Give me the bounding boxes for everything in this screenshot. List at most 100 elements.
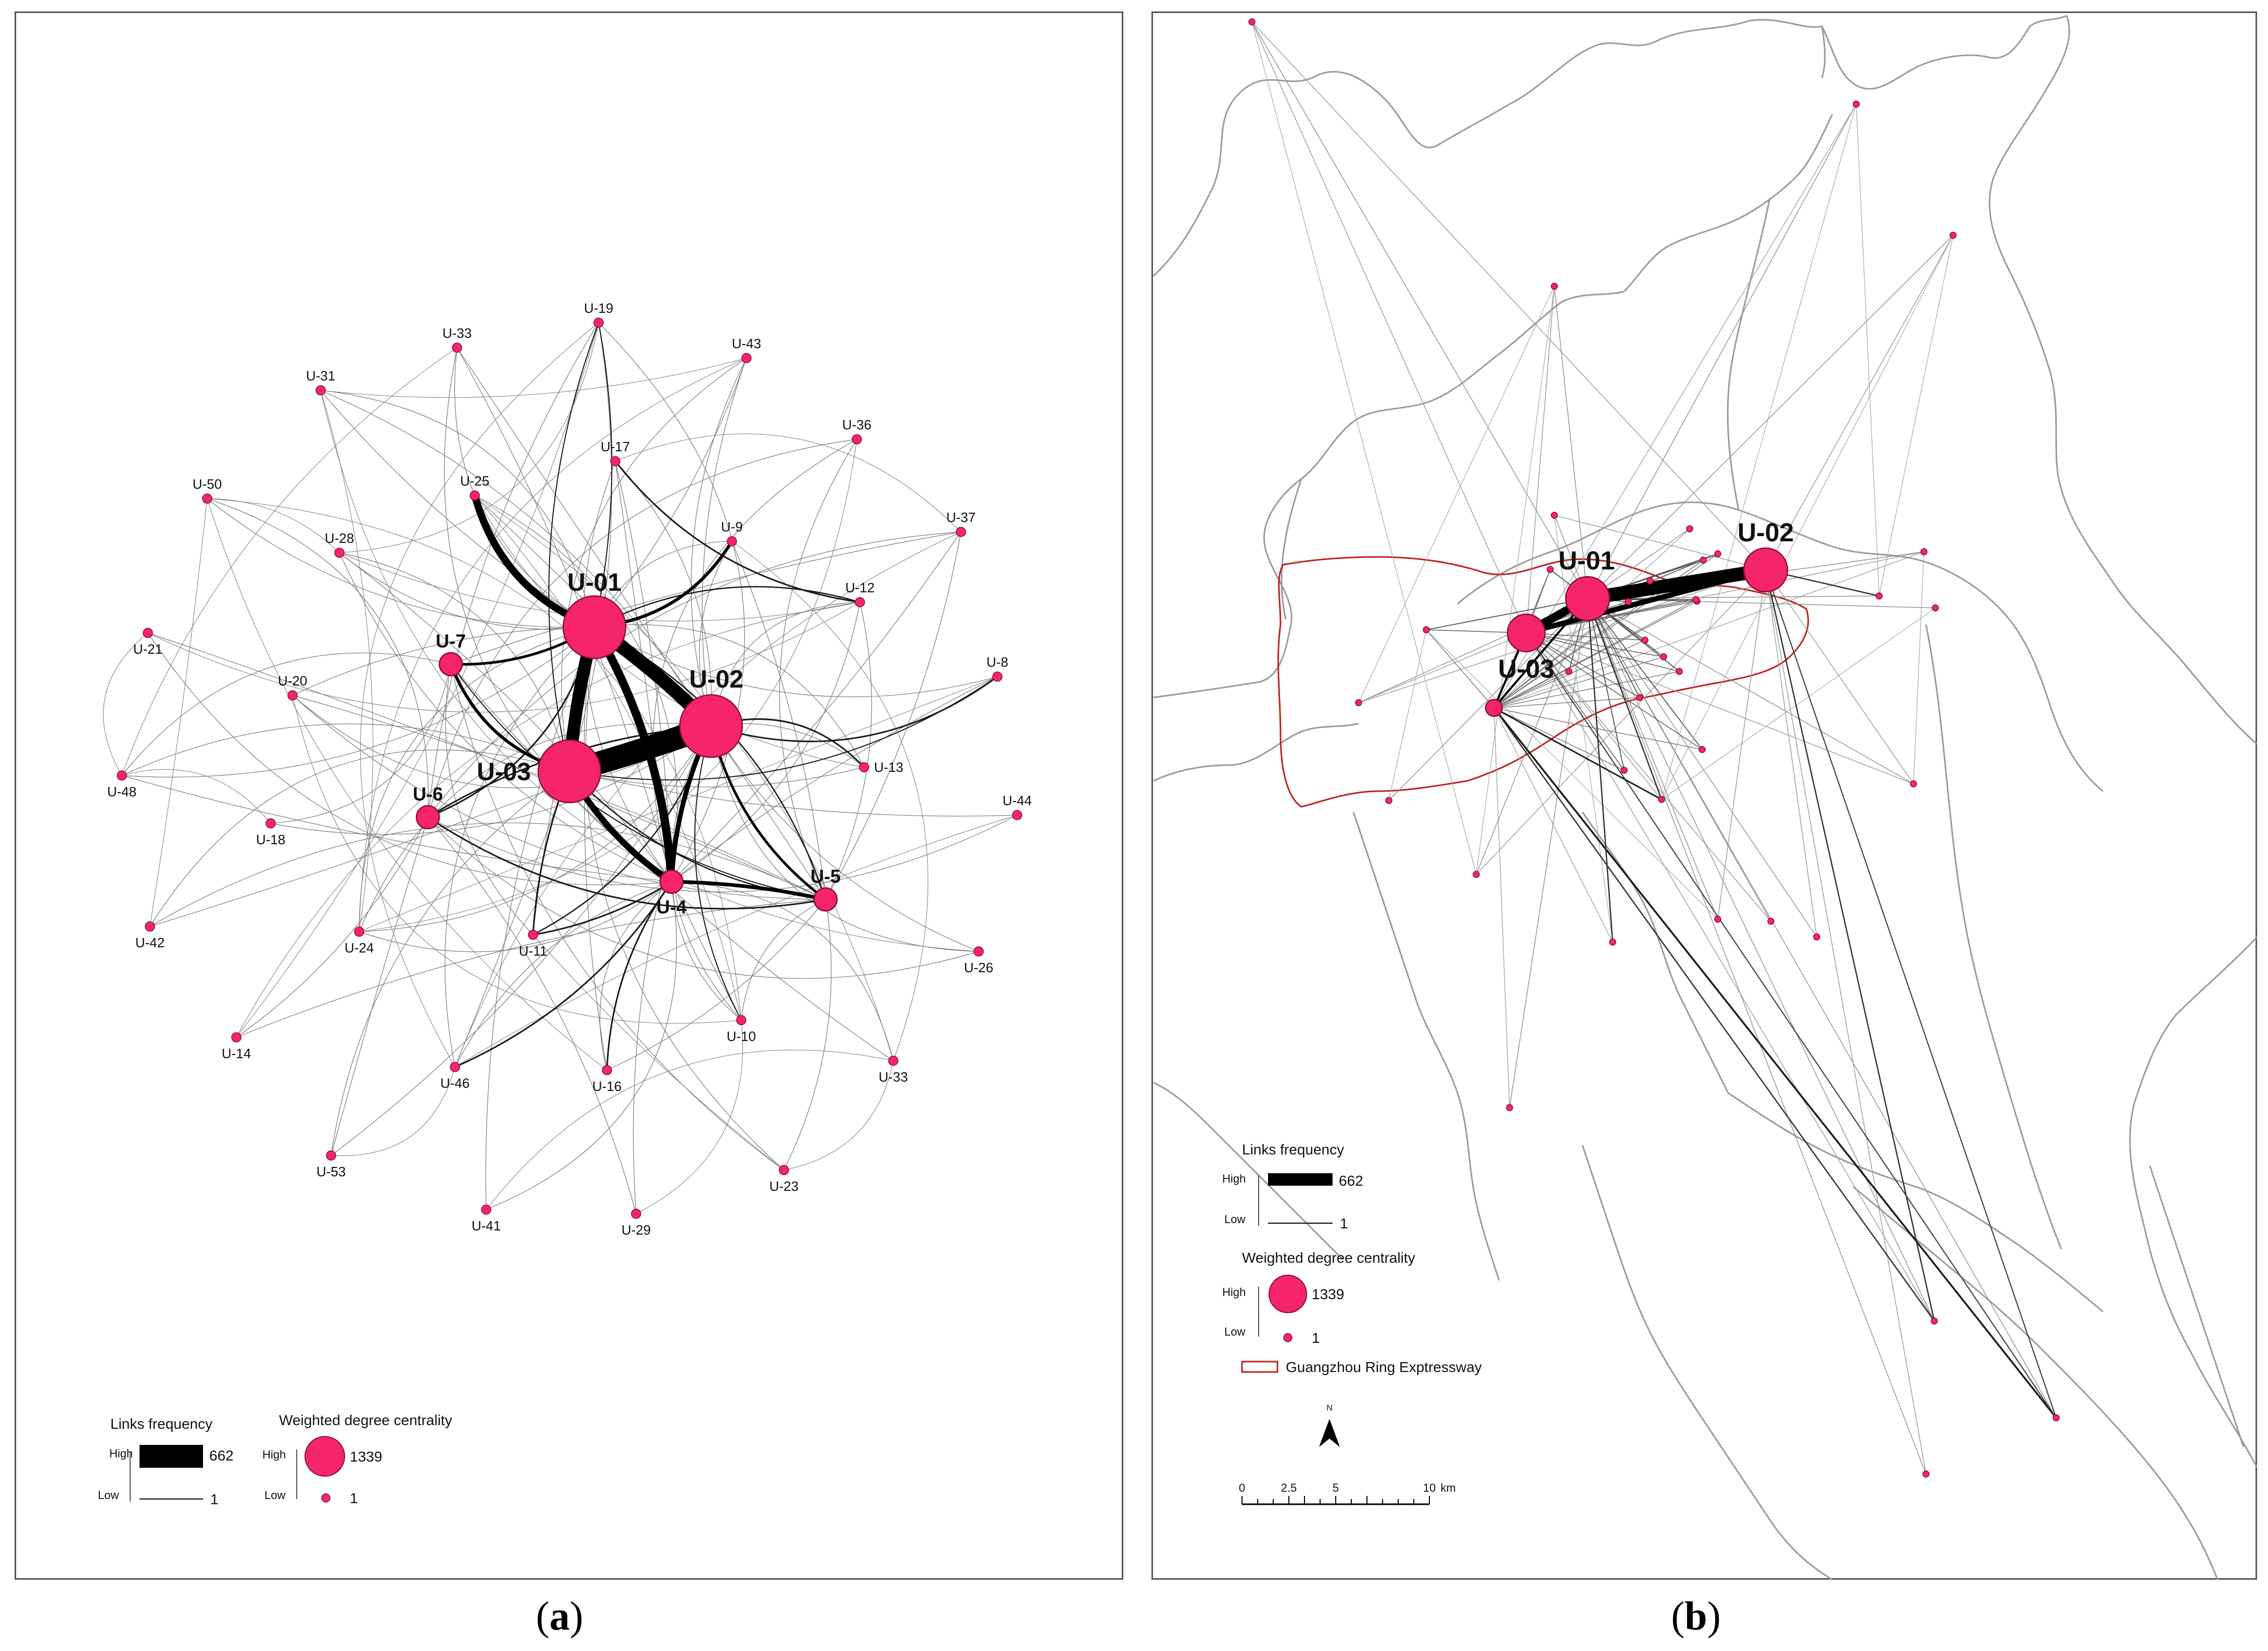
legend-links-low: Low: [1224, 1213, 1245, 1226]
link-light: [711, 726, 979, 952]
map-node: [1641, 637, 1649, 644]
scale-tick-label: 5: [1333, 1481, 1339, 1494]
network-node: [813, 887, 838, 912]
link-light: [359, 627, 595, 932]
map-node: [1714, 550, 1721, 557]
map-node: [1910, 780, 1917, 788]
district-boundary: [1821, 26, 1826, 79]
link-light: [427, 817, 979, 979]
scale-bar: 0 2.5 5 10 km: [1239, 1481, 1456, 1505]
map-node: [1473, 871, 1480, 878]
map-link: [1554, 515, 1766, 570]
node-label: U-23: [769, 1178, 799, 1194]
map-node: [1485, 698, 1503, 717]
link-light: [331, 726, 712, 1156]
north-arrow: N: [1319, 1404, 1340, 1447]
map-link: [1251, 21, 1527, 633]
link-light: [103, 632, 148, 776]
district-boundary: [1457, 501, 1739, 605]
map-node: [1355, 699, 1362, 706]
node-label: U-42: [135, 935, 164, 950]
link-light: [147, 632, 826, 900]
link-light: [702, 358, 747, 727]
node-label: U-20: [278, 673, 307, 689]
link-light: [599, 881, 672, 1071]
panel-a-caption: (a): [536, 1593, 584, 1639]
node-label: U-01: [567, 569, 622, 596]
map-link: [1388, 598, 1588, 801]
link-light: [454, 771, 570, 1068]
node-label: U-4: [656, 896, 687, 918]
link-light: [711, 726, 979, 952]
node-label: U-33: [442, 325, 472, 341]
district-boundary: [1623, 114, 1833, 293]
panel-b-links: [1251, 21, 2057, 1475]
map-link: [1661, 607, 1936, 800]
map-link: [1717, 569, 1766, 920]
map-link: [1358, 286, 1555, 703]
map-node: [1767, 918, 1775, 925]
legend-centrality-title: Weighted degree centrality: [1242, 1250, 1415, 1266]
node-label: U-8: [986, 654, 1008, 670]
network-node: [779, 1165, 789, 1175]
map-node: [1385, 797, 1392, 804]
panel-b-hub-labels: U-01 U-02 U-03: [1498, 518, 1794, 683]
network-node: [736, 1015, 746, 1025]
link-light: [569, 767, 865, 788]
node-label: U-16: [592, 1078, 622, 1094]
legend-centrality-high: High: [262, 1448, 286, 1461]
link-light: [427, 439, 857, 818]
node-label: U-19: [584, 300, 613, 316]
map-node: [1676, 668, 1683, 675]
map-link: [1879, 235, 1954, 596]
map-node: [1620, 767, 1628, 774]
node-label: U-02: [689, 666, 743, 693]
district-boundary: [1925, 624, 2062, 1250]
link-light: [360, 322, 599, 1068]
link-light: [671, 602, 860, 882]
map-node: [1646, 577, 1654, 585]
map-link: [1526, 632, 1645, 641]
district-boundary: [2149, 1165, 2245, 1447]
legend-links-min: 1: [210, 1491, 219, 1507]
map-link: [1526, 632, 1664, 657]
link-light: [427, 817, 637, 1214]
map-link: [1426, 598, 1588, 630]
node-label: U-13: [874, 759, 903, 775]
link-light: [147, 632, 672, 885]
link-light: [474, 495, 865, 768]
legend-centrality-small-node: [1283, 1333, 1293, 1342]
map-node: [1949, 232, 1957, 239]
node-label: U-37: [946, 510, 975, 525]
legend-centrality-small-node: [321, 1493, 331, 1503]
legend-links-thick-line: [1268, 1173, 1333, 1186]
district-boundary: [1153, 290, 1625, 698]
map-link: [1476, 598, 1588, 875]
map-node: [1813, 933, 1820, 941]
node-label: U-36: [842, 417, 871, 433]
district-boundary: [1153, 722, 1359, 782]
map-link: [1587, 598, 1914, 784]
network-node: [741, 353, 752, 363]
district-boundary: [1738, 509, 2104, 792]
network-node: [537, 739, 602, 804]
district-boundary: [1988, 15, 2258, 745]
map-node: [1565, 668, 1573, 675]
map-node: [1625, 598, 1632, 605]
node-label: U-21: [133, 641, 162, 657]
district-boundary: [2129, 936, 2258, 1468]
link-light: [270, 664, 451, 824]
link-light: [486, 881, 677, 1210]
network-node: [992, 671, 1003, 682]
node-label: U-53: [316, 1164, 346, 1179]
map-node: [1714, 916, 1721, 923]
link-light: [339, 552, 570, 772]
map-node: [1423, 626, 1430, 633]
link-light: [633, 726, 712, 1214]
link-light: [450, 664, 894, 1061]
link-medium: [694, 726, 742, 1021]
link-medium: [427, 816, 827, 910]
link-heavy: [590, 623, 676, 886]
node-label: U-31: [306, 368, 335, 384]
map-link: [1476, 569, 1766, 875]
